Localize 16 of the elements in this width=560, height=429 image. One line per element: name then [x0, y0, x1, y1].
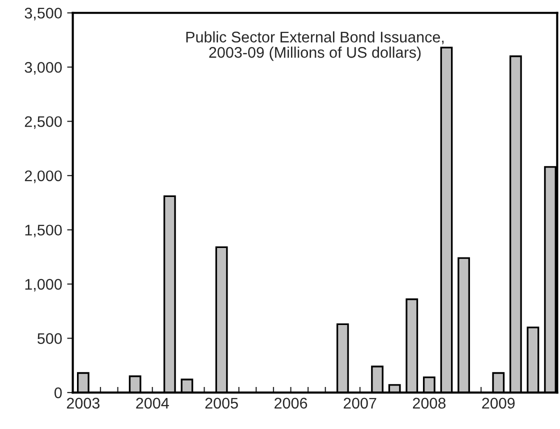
y-tick-label: 2,500: [24, 116, 62, 129]
x-tick-label: 2009: [482, 398, 515, 409]
x-tick-label: 2003: [66, 398, 100, 409]
text: Public Sector External Bond Issuance, 2003-09 (Millions of US dollars): [186, 31, 444, 61]
y-tick-label: 1,000: [25, 278, 62, 292]
x-tick-label: 2007: [344, 398, 376, 409]
x-tick-label: 2008: [412, 398, 446, 409]
x-tick-label: 2006: [274, 398, 308, 409]
x-tick-label: 2004: [136, 398, 169, 409]
y-tick-label: 2,000: [24, 170, 62, 184]
y-tick-label: 1,500: [25, 224, 62, 238]
y-tick-label: 0: [54, 387, 62, 398]
x-tick-label: 2005: [205, 398, 238, 409]
y-tick-label: 3,000: [24, 62, 62, 75]
y-tick-label: 3,500: [24, 8, 62, 20]
y-tick-label: 500: [38, 333, 62, 344]
